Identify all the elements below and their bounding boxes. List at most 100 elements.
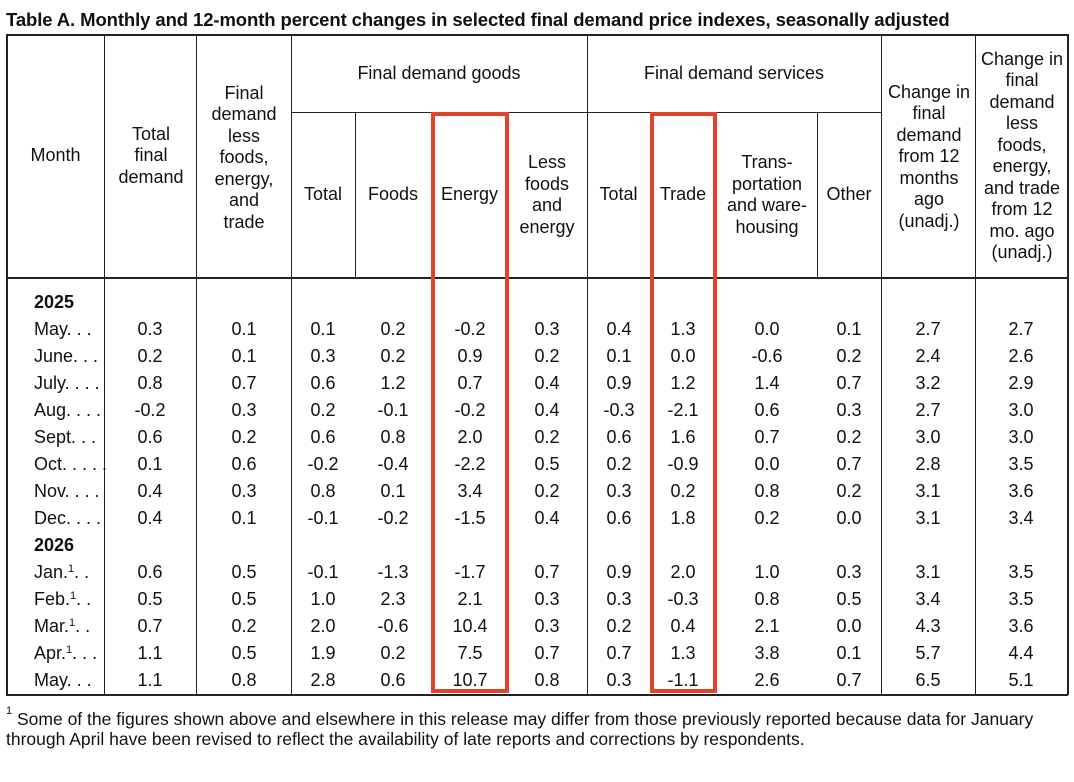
row-month-label: May. . . (34, 316, 92, 343)
table-cell: 0.3 (606, 670, 632, 690)
table-cell: 0.4 (606, 319, 632, 339)
table-cell: 0.6 (606, 508, 632, 528)
revision-footnote-mark: 1 (66, 644, 73, 656)
header-services-transport: Trans- portation and ware- housing (726, 152, 808, 237)
table-cell: 2.9 (1008, 373, 1034, 393)
table-cell: 0.3 (310, 346, 336, 366)
table-cell: 0.7 (836, 670, 862, 690)
table-cell: 0.1 (836, 643, 862, 663)
table-cell: 0.1 (137, 454, 163, 474)
footnote-mark: 1 (6, 705, 13, 717)
table-cell: 3.5 (1008, 562, 1034, 582)
header-change-12-months: Change in final demand from 12 months ag… (887, 81, 971, 231)
table-cell: 0.2 (231, 616, 257, 636)
table-cell: 2.6 (754, 670, 780, 690)
table-cell: 0.1 (380, 481, 406, 501)
header-services-trade: Trade (659, 184, 707, 205)
table-cell: 10.4 (452, 616, 488, 636)
table-cell: 0.5 (231, 643, 257, 663)
table-cell: 3.0 (1008, 400, 1034, 420)
row-month-label: Dec. . . . (34, 505, 101, 532)
table-cell: 3.0 (1008, 427, 1034, 447)
header-total-final-demand: Total final demand (118, 123, 184, 187)
month-name: Mar. (34, 616, 70, 636)
table-cell: 3.6 (1008, 616, 1034, 636)
table-cell: 0.4 (137, 508, 163, 528)
table-cell: 2.1 (754, 616, 780, 636)
table-cell: -1.1 (667, 670, 699, 690)
table-cell: -0.2 (307, 454, 339, 474)
table-cell: 0.3 (534, 616, 560, 636)
table-cell: 0.3 (534, 319, 560, 339)
table-cell: 0.1 (231, 319, 257, 339)
table-cell: 0.9 (457, 346, 483, 366)
table-cell: 1.0 (754, 562, 780, 582)
table-cell: 0.2 (754, 508, 780, 528)
row-month-label: July. . . . (34, 370, 100, 397)
leader-dots: . . . (72, 643, 98, 663)
table-cell: 0.3 (606, 589, 632, 609)
month-name: Dec. . . . (34, 508, 102, 528)
table-cell: 0.2 (534, 481, 560, 501)
table-cell: 0.6 (137, 427, 163, 447)
table-cell: 5.1 (1008, 670, 1034, 690)
month-name: June. . . (34, 346, 99, 366)
table-cell: 0.3 (137, 319, 163, 339)
table-cell: -2.1 (667, 400, 699, 420)
table-cell: 0.0 (754, 454, 780, 474)
table-cell: 1.3 (670, 643, 696, 663)
table-cell: 0.3 (836, 562, 862, 582)
col-line (355, 112, 357, 278)
table-cell: 0.7 (754, 427, 780, 447)
month-name: Sept. . . (34, 427, 97, 447)
table-cell: 0.7 (836, 373, 862, 393)
header-divider (6, 277, 1068, 279)
table-border-right (1067, 34, 1069, 695)
table-cell: 6.5 (915, 670, 941, 690)
table-cell: 0.3 (534, 589, 560, 609)
table-cell: 0.7 (534, 643, 560, 663)
table-cell: 0.8 (310, 481, 336, 501)
group-divider-services (587, 112, 881, 114)
table-cell: 0.2 (534, 427, 560, 447)
table-cell: 3.1 (915, 562, 941, 582)
table-cell: 0.2 (836, 481, 862, 501)
table-cell: 1.6 (670, 427, 696, 447)
col-line (104, 34, 106, 695)
row-month-label: Jan.1. . (34, 559, 89, 586)
month-name: Aug. . . . (34, 400, 102, 420)
table-cell: 2.0 (310, 616, 336, 636)
highlight-energy-column (431, 112, 509, 693)
header-less-foods-energy-trade: Final demand less foods, energy, and tra… (211, 82, 277, 232)
row-month-label: June. . . (34, 343, 98, 370)
table-cell: 0.0 (754, 319, 780, 339)
table-cell: 0.7 (606, 643, 632, 663)
table-cell: 1.1 (137, 643, 163, 663)
table-cell: 0.1 (231, 346, 257, 366)
table-cell: -0.2 (454, 400, 486, 420)
table-cell: 3.5 (1008, 454, 1034, 474)
table-cell: 2.8 (915, 454, 941, 474)
table-cell: 0.9 (606, 562, 632, 582)
leader-dots: . . (74, 562, 90, 582)
table-cell: 0.2 (606, 454, 632, 474)
table-cell: 0.6 (310, 373, 336, 393)
table-cell: -0.4 (377, 454, 409, 474)
table-cell: 1.8 (670, 508, 696, 528)
table-cell: 0.1 (231, 508, 257, 528)
table-cell: 4.4 (1008, 643, 1034, 663)
col-line (881, 34, 883, 695)
header-services-group: Final demand services (643, 62, 825, 83)
table-cell: 2.7 (915, 319, 941, 339)
header-month: Month (30, 145, 81, 166)
table-cell: 3.1 (915, 481, 941, 501)
table-cell: 0.2 (534, 346, 560, 366)
table-cell: 2.0 (670, 562, 696, 582)
month-name: May. . . (34, 670, 92, 690)
footnote: 1 Some of the figures shown above and el… (6, 705, 1066, 749)
table-cell: 0.8 (754, 481, 780, 501)
table-cell: 0.8 (137, 373, 163, 393)
leader-dots: . . (76, 589, 92, 609)
table-cell: 0.8 (231, 670, 257, 690)
table-cell: 0.7 (836, 454, 862, 474)
